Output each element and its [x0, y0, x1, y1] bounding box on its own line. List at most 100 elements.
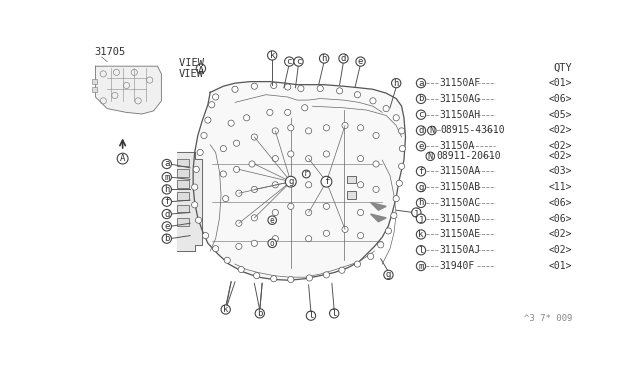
- Circle shape: [223, 196, 229, 202]
- Circle shape: [236, 190, 242, 196]
- Text: <02>: <02>: [548, 245, 572, 255]
- Circle shape: [305, 235, 312, 242]
- Circle shape: [253, 273, 260, 279]
- Text: g: g: [288, 177, 294, 186]
- Circle shape: [193, 166, 199, 173]
- Text: h: h: [419, 198, 424, 207]
- Text: <06>: <06>: [548, 94, 572, 104]
- Circle shape: [288, 151, 294, 157]
- Circle shape: [305, 209, 312, 216]
- Circle shape: [252, 215, 257, 221]
- Circle shape: [252, 240, 257, 246]
- Text: <05>: <05>: [548, 110, 572, 120]
- Text: b: b: [164, 234, 170, 243]
- Text: f: f: [164, 197, 170, 206]
- Circle shape: [301, 105, 308, 111]
- Polygon shape: [371, 202, 386, 210]
- Circle shape: [191, 202, 198, 208]
- Circle shape: [323, 203, 330, 209]
- Text: 08911-20610: 08911-20610: [436, 151, 501, 161]
- Circle shape: [355, 92, 360, 98]
- Text: e: e: [270, 216, 275, 225]
- Circle shape: [244, 115, 250, 121]
- Text: A: A: [120, 154, 125, 163]
- Circle shape: [396, 180, 403, 186]
- Circle shape: [339, 267, 345, 273]
- Circle shape: [370, 98, 376, 104]
- Circle shape: [358, 125, 364, 131]
- Bar: [92, 87, 97, 92]
- Text: 08915-43610: 08915-43610: [440, 125, 505, 135]
- Text: a: a: [419, 78, 424, 88]
- Circle shape: [252, 186, 257, 192]
- Circle shape: [255, 309, 264, 318]
- Circle shape: [268, 51, 277, 60]
- Circle shape: [417, 78, 426, 88]
- Circle shape: [288, 125, 294, 131]
- Text: o: o: [270, 239, 275, 248]
- Circle shape: [272, 128, 278, 134]
- Circle shape: [323, 230, 330, 236]
- Circle shape: [417, 230, 426, 239]
- Circle shape: [162, 197, 172, 206]
- Text: N: N: [428, 152, 433, 161]
- Circle shape: [378, 242, 384, 248]
- Circle shape: [288, 203, 294, 209]
- Circle shape: [417, 142, 426, 151]
- Text: k: k: [269, 51, 275, 60]
- Text: r: r: [304, 170, 308, 179]
- Text: c: c: [287, 57, 292, 66]
- Circle shape: [342, 122, 348, 129]
- Circle shape: [272, 155, 278, 162]
- Text: 31150AG: 31150AG: [440, 94, 481, 104]
- Circle shape: [249, 161, 255, 167]
- Circle shape: [228, 120, 234, 126]
- Circle shape: [417, 126, 426, 135]
- Circle shape: [342, 226, 348, 232]
- Circle shape: [205, 117, 211, 123]
- Text: b: b: [419, 94, 424, 103]
- Polygon shape: [371, 214, 386, 222]
- Circle shape: [412, 208, 421, 217]
- Text: k: k: [223, 305, 228, 314]
- Circle shape: [385, 228, 392, 234]
- Circle shape: [162, 209, 172, 219]
- Circle shape: [209, 102, 215, 108]
- Circle shape: [195, 217, 202, 223]
- Circle shape: [358, 232, 364, 239]
- Circle shape: [330, 309, 339, 318]
- Circle shape: [285, 176, 296, 187]
- Text: l: l: [308, 311, 314, 320]
- Circle shape: [221, 305, 230, 314]
- Circle shape: [252, 134, 257, 140]
- Circle shape: [323, 151, 330, 157]
- Text: b: b: [257, 309, 262, 318]
- Circle shape: [285, 109, 291, 115]
- Text: 31150AH: 31150AH: [440, 110, 481, 120]
- Text: h: h: [321, 54, 327, 63]
- Circle shape: [162, 234, 172, 243]
- Text: <03>: <03>: [548, 166, 572, 176]
- Text: e: e: [419, 142, 424, 151]
- Circle shape: [373, 161, 379, 167]
- Text: a: a: [164, 160, 170, 169]
- Text: 31150AA: 31150AA: [440, 166, 481, 176]
- Text: <02>: <02>: [548, 141, 572, 151]
- Text: 31940F: 31940F: [440, 261, 475, 271]
- Text: 31705: 31705: [94, 47, 125, 57]
- Text: 31150A: 31150A: [440, 141, 475, 151]
- Circle shape: [393, 196, 399, 202]
- Text: <01>: <01>: [548, 261, 572, 271]
- Circle shape: [220, 145, 227, 152]
- Text: j: j: [413, 208, 419, 217]
- Text: <02>: <02>: [548, 230, 572, 240]
- Text: N: N: [429, 126, 435, 135]
- Circle shape: [417, 110, 426, 119]
- Circle shape: [305, 155, 312, 162]
- Circle shape: [224, 257, 230, 263]
- Circle shape: [236, 220, 242, 226]
- Circle shape: [305, 182, 312, 188]
- Text: 31150AJ: 31150AJ: [440, 245, 481, 255]
- Bar: [177, 192, 189, 200]
- Circle shape: [367, 253, 374, 260]
